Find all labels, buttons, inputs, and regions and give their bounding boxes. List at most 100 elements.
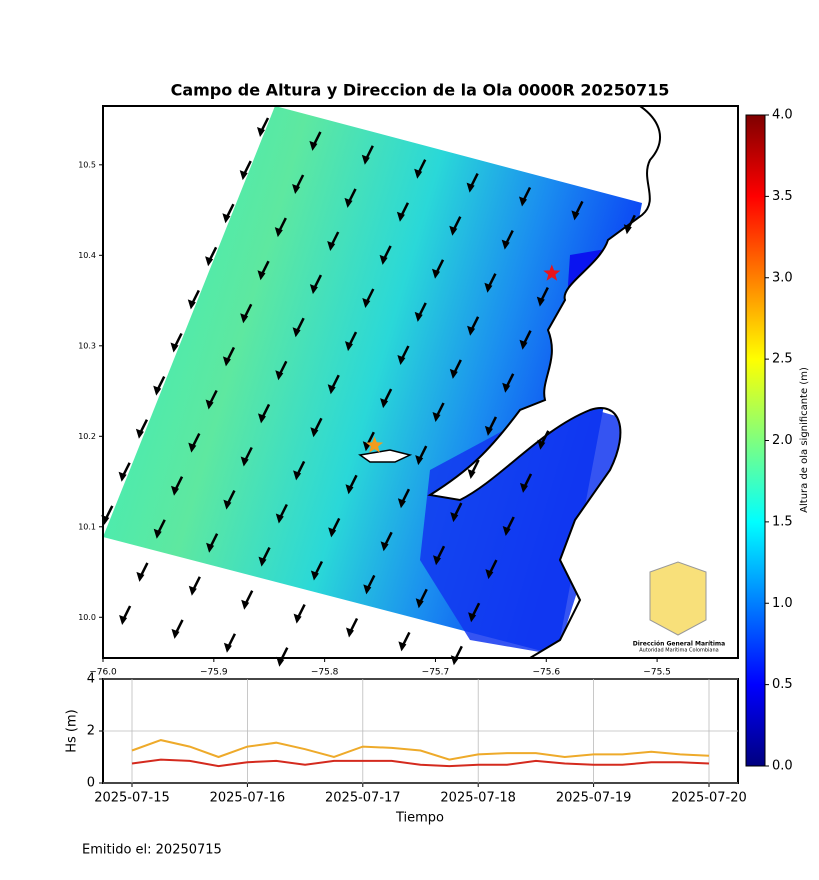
logo-name: Dirección General Marítima [633, 641, 725, 648]
colorbar-tick-label: 0.0 [772, 759, 793, 774]
x-tick-label: −75.5 [643, 668, 671, 678]
station-marker [365, 436, 384, 453]
ts-ylabel: Hs (m) [65, 709, 80, 753]
arrow-head [415, 455, 424, 466]
arrow-head [188, 442, 197, 453]
arrow-head [309, 284, 318, 295]
wave-arrows [101, 117, 636, 667]
arrow-head [241, 599, 250, 610]
arrow-head [275, 370, 284, 381]
arrow-head [502, 526, 511, 536]
x-tick-label: 2025-07-15 [94, 791, 170, 806]
station-marker [543, 264, 561, 281]
arrow-head [485, 569, 494, 580]
arrow-head [468, 612, 477, 623]
arrow-head [520, 482, 528, 493]
x-tick-label: 2025-07-18 [440, 791, 516, 806]
map-frame [102, 105, 739, 659]
map-field [103, 106, 738, 658]
colorbar-tick-label: 2.5 [772, 352, 793, 367]
y-tick-label: 10.5 [78, 160, 96, 169]
colorbar-tick-label: 1.0 [772, 596, 793, 611]
arrow-head [205, 256, 214, 267]
arrow-head [171, 485, 179, 496]
arrow-head [433, 555, 441, 566]
x-tick-label: 2025-07-17 [325, 791, 401, 806]
arrow-head [361, 154, 370, 165]
arrow-head [501, 239, 510, 250]
arrow-head [327, 241, 336, 251]
y-tick-label: 2 [87, 724, 95, 739]
x-tick-label: −75.9 [200, 668, 228, 678]
arrow-head [309, 140, 318, 151]
colorbar-label: Altura de ola significante (m) [799, 367, 810, 513]
arrow-head [205, 399, 214, 410]
logo-shield [649, 561, 707, 636]
arrow-head [363, 584, 372, 595]
arrow-head [414, 311, 423, 322]
arrow-head [188, 585, 197, 596]
arrow-head [450, 512, 459, 523]
arrow-head [276, 656, 285, 667]
y-tick-label: 0 [87, 776, 95, 791]
arrow-head [223, 499, 232, 510]
colorbar-tick-label: 2.0 [772, 433, 793, 448]
arrow-head [380, 398, 389, 409]
series-line [131, 758, 710, 768]
ts-xlabel: Tiempo [395, 811, 444, 826]
y-tick-label: 10.3 [78, 341, 96, 350]
arrow-head [467, 325, 476, 336]
arrow-head [346, 627, 354, 638]
arrow-head [537, 439, 546, 450]
colorbar [745, 114, 766, 767]
arrow-head [414, 168, 423, 179]
map-title: Campo de Altura y Direccion de la Ola 00… [171, 81, 670, 100]
arrow-head [240, 313, 249, 324]
arrow-head [206, 542, 215, 553]
arrow-head [257, 127, 265, 137]
colorbar-tick-label: 3.0 [772, 270, 793, 285]
arrow-head [398, 641, 407, 652]
arrow-head [222, 356, 231, 367]
arrow-head [292, 184, 301, 194]
arrow-head [171, 628, 180, 639]
arrow-head [519, 339, 528, 350]
arrow-head [432, 412, 441, 422]
island [358, 449, 413, 463]
colorbar-tick-label: 3.5 [772, 189, 793, 204]
arrow-head [222, 213, 231, 224]
arrow-head [484, 282, 493, 293]
arrow-head [257, 270, 266, 281]
arrow-head [623, 224, 632, 235]
arrow-head [187, 299, 196, 310]
logo: Dirección General Marítima Autoridad Mar… [633, 561, 725, 654]
arrow-head [484, 425, 493, 436]
y-tick-label: 10.2 [78, 432, 96, 441]
arrow-head [449, 368, 458, 379]
arrow-head [379, 254, 388, 265]
x-tick-label: 2025-07-19 [556, 791, 632, 806]
colorbar-tick-label: 1.5 [772, 514, 793, 529]
x-tick-label: −75.8 [311, 668, 339, 678]
arrow-head [502, 382, 511, 393]
arrow-head [310, 570, 319, 581]
arrow-head [293, 613, 302, 624]
arrow-head [415, 598, 424, 609]
arrow-head [153, 385, 162, 396]
arrow-head [519, 196, 527, 207]
arrow-head [449, 225, 458, 236]
logo-subtitle: Autoridad Marítima Colombiana [639, 647, 718, 654]
arrow-head [467, 469, 476, 479]
arrow-head [258, 556, 267, 567]
arrow-head [362, 298, 371, 308]
arrow-head [170, 342, 179, 353]
arrow-head [239, 170, 248, 181]
x-tick-label: 2025-07-16 [210, 791, 286, 806]
x-tick-label: 2025-07-20 [671, 791, 747, 806]
arrow-head [345, 484, 354, 495]
arrow-head [327, 384, 336, 395]
arrow-head [136, 571, 145, 582]
footer: Emitido el: 20250715 [82, 843, 222, 858]
arrow-head [118, 471, 127, 482]
